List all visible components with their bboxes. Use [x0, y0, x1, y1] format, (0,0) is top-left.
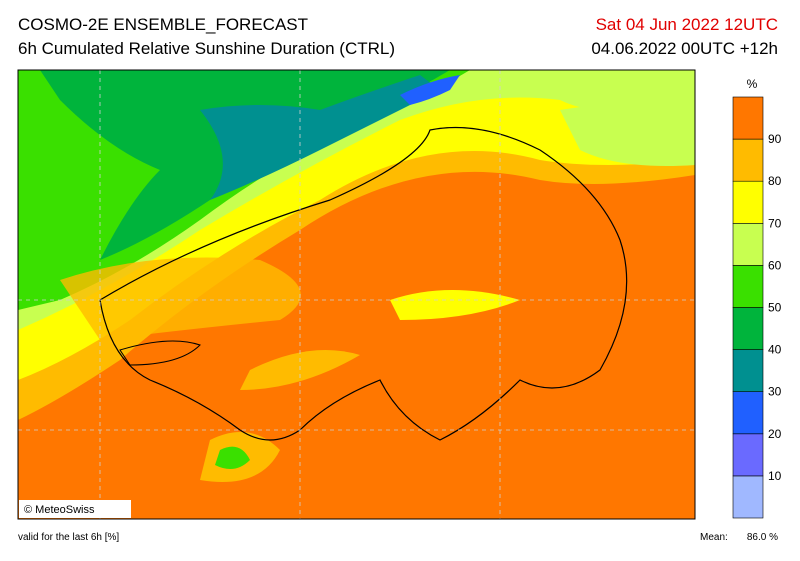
colorbar-segment: [732, 307, 764, 350]
field-region: [60, 257, 301, 340]
colorbar-segment: [732, 180, 764, 224]
footer-note: valid for the last 6h [%]: [18, 532, 119, 543]
valid-time: Sat 04 Jun 2022 12UTC: [596, 15, 778, 34]
colorbar-tick-label: 30: [768, 385, 782, 399]
copyright-box: [19, 500, 131, 518]
map: © MeteoSwiss: [17, 69, 696, 520]
colorbar-tick-label: 80: [768, 174, 782, 188]
lake-outline: [119, 340, 201, 366]
mean-value: 86.0 %: [747, 532, 778, 543]
colorbar: % 10 20 30 40 50 60 70 80 90: [732, 77, 782, 519]
colorbar-segment: [732, 349, 764, 393]
field-region: [400, 75, 460, 105]
colorbar-tick-label: 90: [768, 132, 782, 146]
colorbar-unit: %: [747, 77, 758, 91]
colorbar-segment: [732, 96, 764, 140]
grid-line: [18, 70, 695, 519]
colorbar-tick-label: 50: [768, 301, 782, 315]
colorbar-segment: [732, 223, 764, 266]
field-region: [390, 290, 520, 320]
copyright: © MeteoSwiss: [24, 504, 95, 516]
field-region: [215, 446, 250, 469]
colorbar-tick-label: 20: [768, 427, 782, 441]
run-time: 04.06.2022 00UTC +12h: [591, 39, 778, 58]
field-region: [560, 103, 695, 166]
colorbar-tick-label: 60: [768, 258, 782, 272]
colorbar-segment: [732, 391, 764, 435]
field-region: [200, 75, 440, 200]
title: COSMO-2E ENSEMBLE_FORECAST: [18, 15, 308, 34]
colorbar-tick-label: 40: [768, 343, 782, 357]
colorbar-tick-label: 70: [768, 216, 782, 230]
country-border: [99, 126, 628, 441]
subtitle: 6h Cumulated Relative Sunshine Duration …: [18, 39, 395, 58]
colorbar-segment: [732, 265, 764, 308]
colorbar-segment: [732, 433, 764, 477]
map-frame: [17, 69, 696, 520]
colorbar-segment: [732, 475, 764, 519]
colorbar-segment: [732, 138, 764, 182]
colorbar-tick-label: 10: [768, 469, 782, 483]
mean-label: Mean:: [700, 532, 728, 543]
